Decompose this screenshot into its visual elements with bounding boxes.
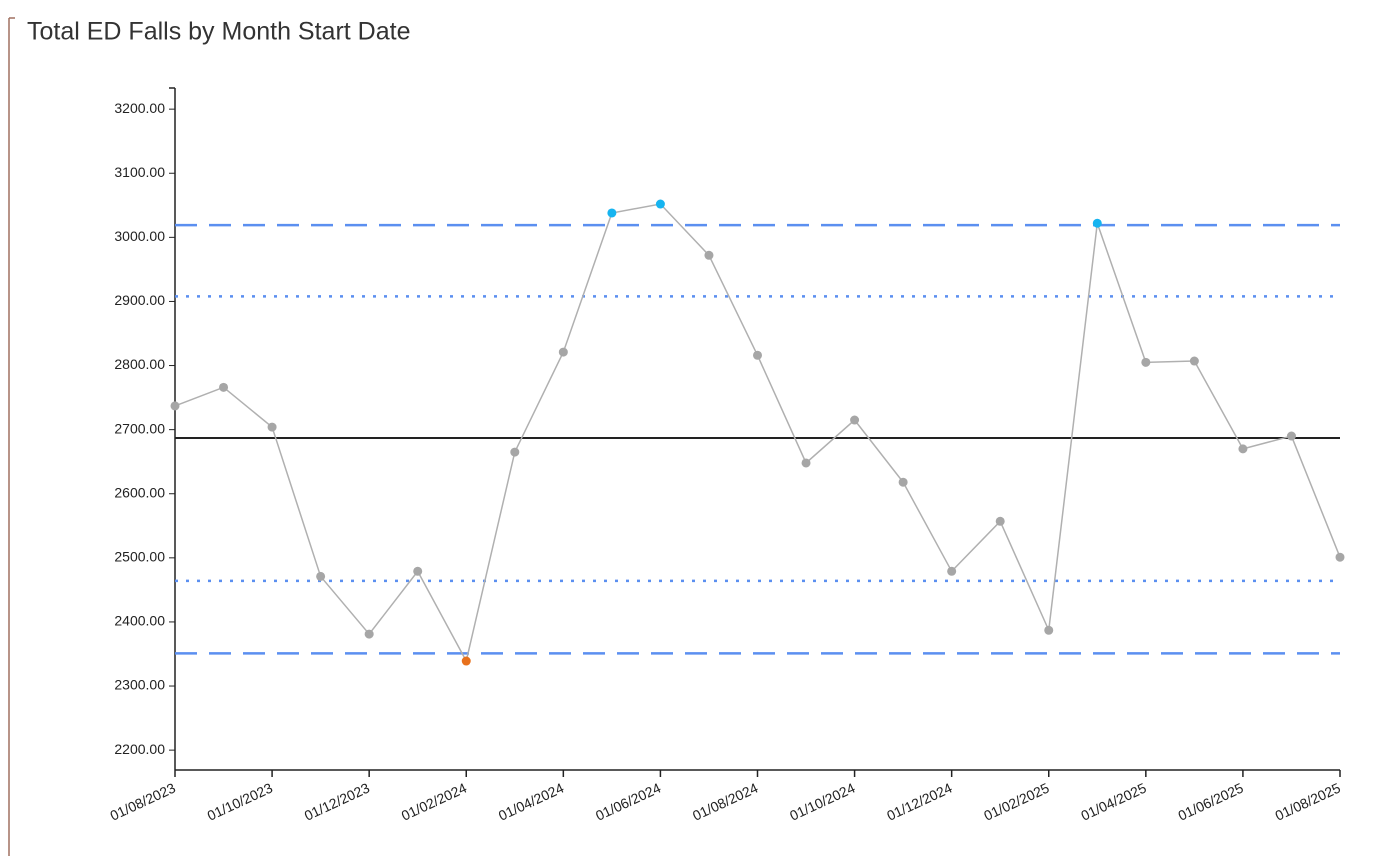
data-point — [655, 199, 665, 209]
y-tick-label: 2900.00 — [114, 292, 165, 308]
y-tick-label: 2300.00 — [114, 677, 165, 693]
data-point — [364, 629, 374, 639]
data-point — [267, 422, 277, 432]
data-point — [850, 415, 860, 425]
x-tick-label: 01/12/2024 — [884, 779, 954, 823]
data-point — [1092, 218, 1102, 228]
data-point — [704, 250, 714, 260]
data-point — [1044, 625, 1054, 635]
data-point — [753, 350, 762, 360]
x-tick-label: 01/04/2024 — [496, 779, 566, 823]
data-point — [947, 566, 957, 576]
data-point — [801, 458, 811, 468]
y-tick-label: 2400.00 — [114, 613, 165, 629]
x-tick-label: 01/10/2024 — [787, 779, 857, 823]
y-tick-label: 2600.00 — [114, 484, 165, 500]
data-point — [607, 208, 617, 218]
data-point — [316, 571, 326, 581]
x-tick-label: 01/02/2025 — [981, 779, 1051, 823]
data-point — [510, 447, 520, 457]
y-tick-label: 2200.00 — [114, 741, 165, 757]
data-point — [1335, 552, 1345, 562]
y-tick-label: 2700.00 — [114, 420, 165, 436]
x-tick-label: 01/08/2025 — [1273, 779, 1343, 823]
y-tick-label: 3000.00 — [114, 228, 165, 244]
y-tick-label: 2500.00 — [114, 549, 165, 565]
data-point — [995, 516, 1005, 526]
data-point — [413, 566, 423, 576]
x-tick-label: 01/04/2025 — [1078, 779, 1148, 823]
data-point — [898, 477, 908, 487]
series-line — [174, 203, 1341, 664]
x-tick-label: 01/06/2024 — [593, 779, 663, 823]
x-tick-label: 01/08/2024 — [690, 779, 760, 823]
x-tick-label: 01/02/2024 — [399, 779, 469, 823]
data-point — [1238, 444, 1248, 454]
data-point — [558, 347, 568, 357]
chart-title: Total ED Falls by Month Start Date — [27, 18, 410, 46]
data-point — [461, 656, 471, 666]
x-tick-label: 01/06/2025 — [1175, 779, 1245, 823]
x-tick-label: 01/10/2023 — [205, 779, 275, 823]
data-point — [170, 401, 180, 411]
data-point — [1141, 357, 1151, 367]
y-tick-label: 2800.00 — [114, 356, 165, 372]
x-tick-label: 01/08/2023 — [108, 779, 178, 823]
x-tick-label: 01/12/2023 — [302, 779, 372, 823]
y-tick-label: 3100.00 — [114, 164, 165, 180]
data-point — [1286, 431, 1296, 441]
data-point — [1189, 356, 1199, 366]
y-tick-label: 3200.00 — [114, 100, 165, 116]
data-point — [219, 382, 229, 392]
